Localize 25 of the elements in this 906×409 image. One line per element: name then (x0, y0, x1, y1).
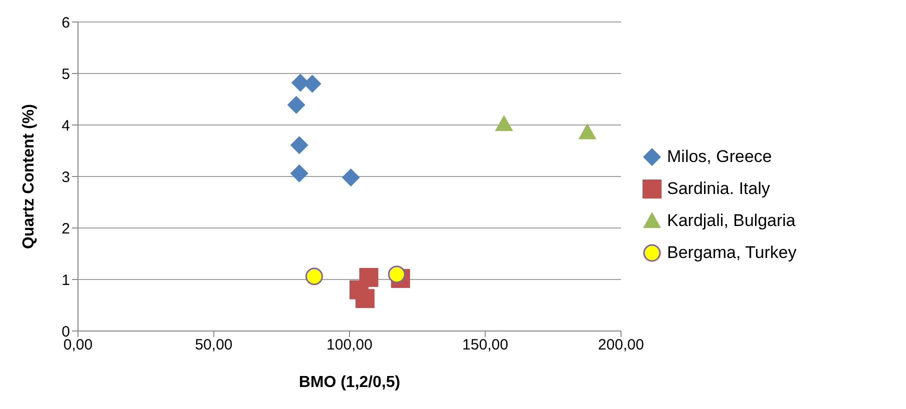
y-axis-title: Quartz Content (%) (20, 104, 38, 249)
point (290, 136, 308, 154)
legend-label: Sardinia. Italy (667, 178, 770, 200)
x-tick-label: 200,00 (598, 336, 644, 354)
point (578, 123, 596, 140)
y-tick-label: 6 (62, 14, 70, 32)
point (342, 168, 360, 187)
legend-label: Milos, Greece (667, 146, 772, 168)
x-tick-label: 100,00 (326, 336, 372, 354)
point (388, 266, 406, 284)
point (305, 268, 323, 286)
y-tick-label: 5 (62, 66, 70, 83)
legend-label: Kardjali, Bulgaria (667, 210, 796, 232)
x-axis-title: BMO (1,2/0,5) (298, 374, 400, 391)
y-tick-label: 2 (62, 220, 70, 238)
legend-label: Bergama, Turkey (667, 242, 796, 264)
point (494, 114, 513, 131)
y-tick-label: 3 (62, 168, 70, 186)
x-tick-label: 150,00 (462, 336, 508, 354)
point (287, 96, 306, 114)
x-tick-label: 50,00 (194, 336, 233, 354)
point (290, 164, 308, 182)
y-tick-label: 4 (62, 117, 70, 134)
point (359, 268, 378, 287)
y-tick-label: 1 (62, 272, 70, 289)
